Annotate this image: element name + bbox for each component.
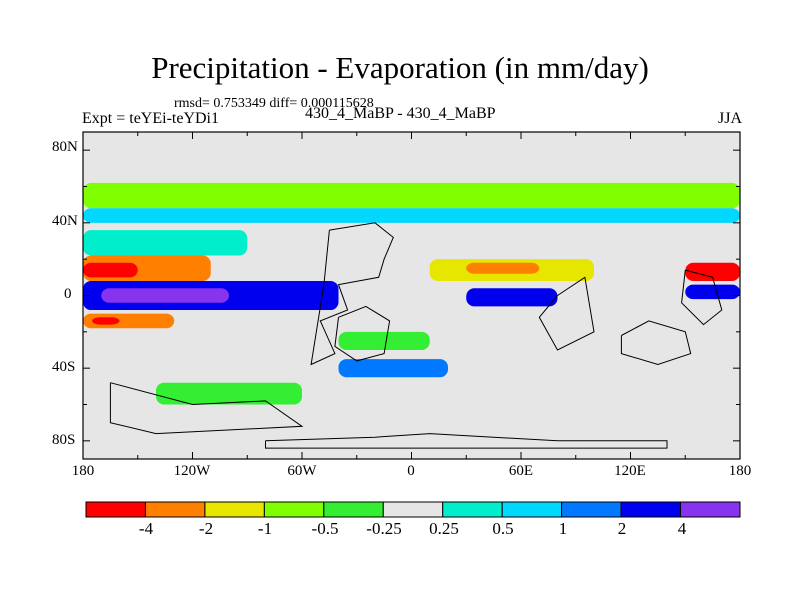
coastline — [681, 269, 723, 326]
coastline — [538, 276, 595, 351]
lon-tick-label: 0 — [407, 463, 415, 479]
colorbar-label: 4 — [677, 519, 687, 538]
field-band — [466, 288, 558, 307]
field-band — [83, 208, 740, 223]
lon-tick-label: 180 — [71, 463, 95, 479]
stats-line: rmsd= 0.753349 diff= 0.000115628 — [174, 96, 374, 111]
colorbar-label: -4 — [138, 519, 154, 538]
coastline — [265, 433, 668, 449]
colorbar-label: -1 — [257, 519, 273, 538]
coastline — [310, 222, 394, 366]
field-band — [83, 182, 740, 209]
colorbar-swatch — [85, 501, 146, 518]
colorbar-label: 1 — [558, 519, 568, 538]
colorbar-label: -0.25 — [366, 519, 402, 538]
lon-tick-label: 60W — [287, 463, 317, 479]
lat-tick-label: 40S — [52, 359, 76, 375]
colorbar-swatch — [561, 501, 622, 518]
field-band — [466, 262, 540, 274]
colorbar-label: 0.5 — [492, 519, 514, 538]
lon-tick-label: 120W — [173, 463, 211, 479]
colorbar-label: -0.5 — [311, 519, 339, 538]
field-band — [83, 230, 248, 256]
field-band — [92, 317, 120, 325]
coastline — [334, 305, 391, 362]
coastline — [620, 320, 692, 366]
field-layer — [83, 182, 740, 405]
colorbar-swatch — [680, 501, 741, 518]
field-band — [685, 262, 740, 281]
experiment-label: Expt = teYEi-teYDi1 — [82, 110, 219, 127]
coastline-layer — [109, 222, 723, 449]
colorbar-swatch — [204, 501, 265, 518]
season-label: JJA — [717, 110, 742, 127]
colorbar-label: 2 — [617, 519, 627, 538]
colorbar-swatch — [144, 501, 206, 518]
colorbar-swatch — [382, 501, 444, 518]
colorbar-swatch — [263, 501, 325, 518]
colorbar-label: -2 — [198, 519, 214, 538]
plot-title: Precipitation - Evaporation (in mm/day) — [151, 50, 649, 85]
colorbar-label: 0.25 — [429, 519, 459, 538]
colorbar-swatch — [620, 501, 682, 518]
colorbar — [85, 501, 741, 518]
lon-tick-label: 120E — [614, 463, 646, 479]
coastline — [109, 382, 304, 435]
colorbar-swatch — [442, 501, 503, 518]
lat-tick-label: 0 — [64, 286, 72, 302]
axis-ticks — [82, 132, 741, 459]
field-band — [338, 359, 448, 378]
difference-label: 430_4_MaBP - 430_4_MaBP — [305, 105, 496, 122]
colorbar-swatch — [501, 501, 563, 518]
lat-tick-label: 80N — [52, 139, 78, 155]
field-band — [685, 284, 740, 300]
field-band — [338, 331, 430, 350]
lon-tick-label: 180 — [728, 463, 752, 479]
field-band — [83, 262, 138, 278]
lon-tick-label: 60E — [508, 463, 534, 479]
field-band — [156, 382, 302, 405]
colorbar-swatch — [323, 501, 384, 518]
field-band — [101, 288, 229, 303]
lat-tick-label: 40N — [52, 213, 78, 229]
lat-tick-label: 80S — [52, 432, 76, 448]
